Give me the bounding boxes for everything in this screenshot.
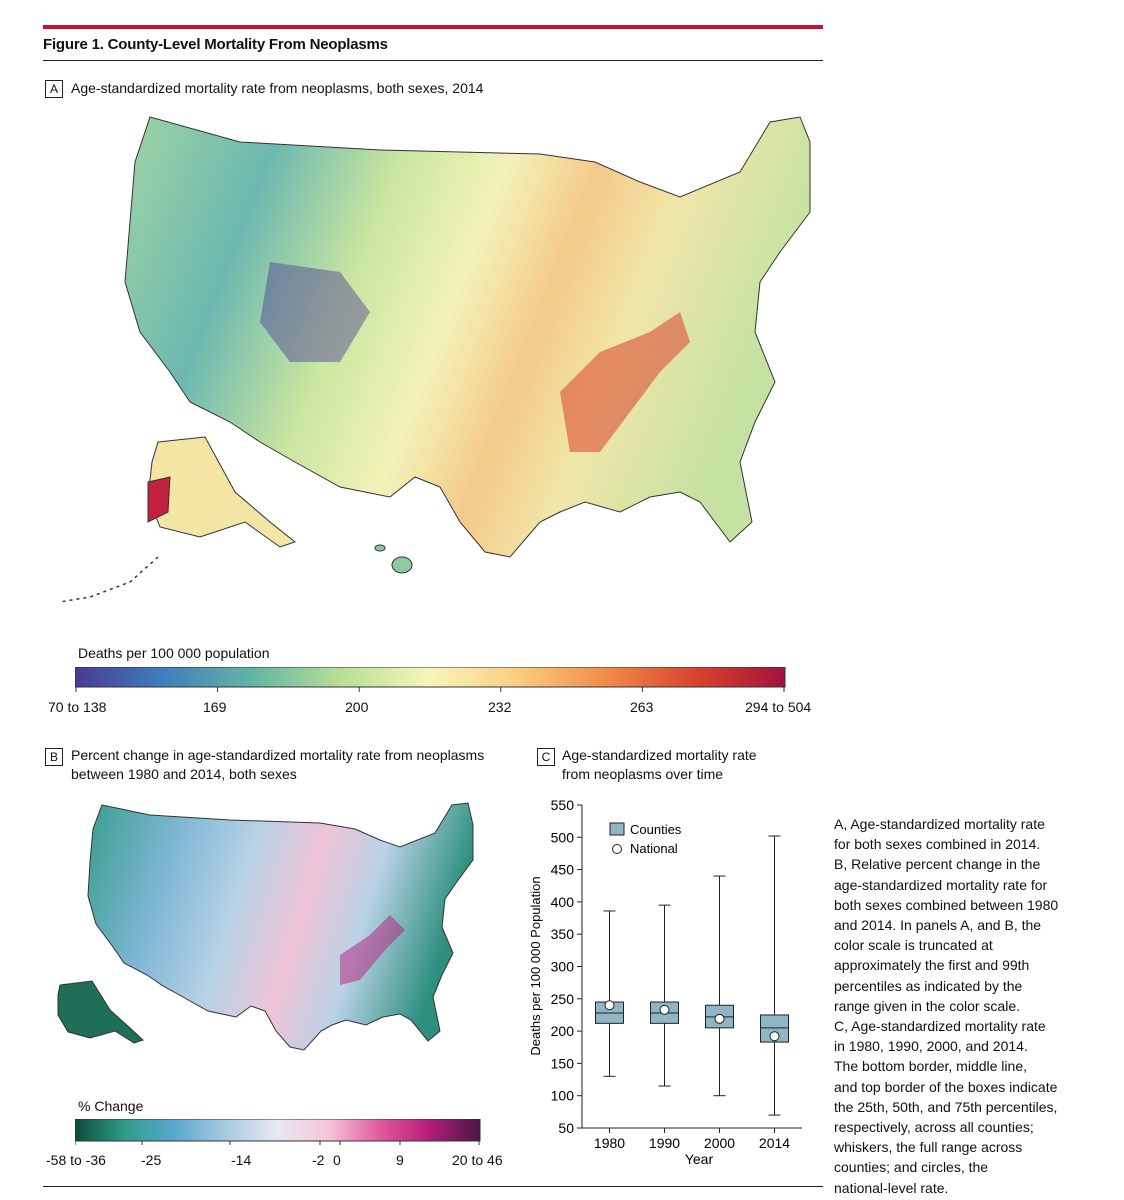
national-point [769,1031,780,1042]
caption-line: percentiles as indicated by the [834,977,1023,994]
x-tick-label: 2014 [759,1135,790,1151]
caption-line: C, Age-standardized mortality rate [834,1018,1046,1035]
caption-line: The bottom border, middle line, [834,1058,1027,1075]
caption-line: A, Age-standardized mortality rate [834,816,1045,832]
caption-line: B, Relative percent change in the [834,856,1041,873]
alaska-chain [59,556,159,603]
caption-line: the 25th, 50th, and 75th percentiles, [834,1098,1058,1115]
panel-b-letter: B [45,748,63,766]
panel-b-tick: 20 to 46 [452,1152,503,1168]
panel-a-title: Age-standardized mortality rate from neo… [71,80,484,96]
panel-c-title-line2: from neoplasms over time [562,766,724,782]
panel-b-tick: 9 [396,1152,404,1168]
caption-line: respectively, across all counties; [834,1119,1034,1136]
y-tick-label: 150 [551,1055,575,1071]
panel-a-tick: 200 [345,699,369,715]
panel-c-title-line1: Age-standardized mortality rate [562,747,757,763]
bottom-rule [43,1186,823,1187]
hawaii-shape [391,556,413,574]
panel-b-tick: -58 to -36 [46,1152,106,1168]
panel-b-colorbar-label: % Change [78,1098,144,1114]
panel-b-tick: -25 [141,1152,162,1168]
y-tick-label: 350 [551,926,575,942]
y-tick-label: 450 [551,862,575,878]
y-tick-label: 50 [558,1120,574,1136]
panel-c-letter: C [537,748,555,766]
x-tick-label: 1980 [594,1135,625,1151]
legend-national-swatch [612,844,622,854]
caption-line: and 2014. In panels A, and B, the [834,917,1042,934]
title-rule [43,60,823,61]
panel-b-title-line1: Percent change in age-standardized morta… [71,747,485,763]
y-tick-label: 300 [551,959,575,975]
alaska-shape [57,980,144,1044]
legend-national-label: National [630,841,678,856]
caption-line: both sexes combined between 1980 [834,896,1059,913]
caption-line: and top border of the boxes indicate [834,1078,1058,1095]
panel-a-colorbar-fill [75,667,786,688]
panel-a-map [59,116,811,603]
x-tick-label: 2000 [704,1135,735,1151]
figure-title: Figure 1. County-Level Mortality From Ne… [43,36,388,53]
caption-line: whiskers, the full range across [834,1139,1023,1156]
y-tick-label: 200 [551,1023,575,1039]
x-axis-title: Year [685,1151,714,1167]
hawaii-island-2 [374,544,386,552]
panel-a-tick: 70 to 138 [48,699,107,715]
alaska-west-shape [147,476,171,523]
legend-counties-label: Counties [630,822,682,837]
panel-b-tick: -14 [231,1152,252,1168]
alaska-shape [147,436,297,548]
panel-b-colorbar-fill [75,1119,481,1142]
conus-shape [124,116,811,558]
panel-a-tick: 294 to 504 [745,699,812,715]
caption-line: age-standardized mortality rate for [834,876,1048,893]
low-rate-region [260,262,370,362]
panel-b-title-line2: between 1980 and 2014, both sexes [71,766,297,782]
panel-a-tick: 263 [630,699,654,715]
caption-line: in 1980, 1990, 2000, and 2014. [834,1038,1028,1055]
caption-line: approximately the first and 99th [834,957,1030,974]
panel-a-letter: A [45,80,63,98]
panel-b-colorbar [75,1119,481,1145]
y-tick-label: 550 [551,797,575,813]
panel-a-tick: 169 [203,699,227,715]
panel-c-chart: 50 100 150 200 250 300 350 400 450 500 550 1980 199… [528,797,802,1167]
y-tick-label: 400 [551,894,575,910]
caption-line: color scale is truncated at [834,937,993,954]
top-accent-bar [43,25,823,29]
panel-a-colorbar-label: Deaths per 100 000 population [78,645,270,661]
legend-counties-swatch [609,822,625,836]
y-tick-label: 100 [551,1088,575,1104]
increase-region [340,915,405,985]
caption-line: range given in the color scale. [834,997,1020,1014]
panel-b-map [57,802,474,1051]
caption-line: counties; and circles, the [834,1159,989,1176]
national-point [714,1013,725,1024]
panel-b-tick: -2 [312,1152,325,1168]
y-axis-title: Deaths per 100 000 Population [528,876,543,1055]
caption-line: for both sexes combined in 2014. [834,836,1041,853]
panel-a-tick: 232 [488,699,512,715]
national-point [604,1000,615,1011]
high-rate-region [560,312,690,452]
panel-b-tick: 0 [333,1152,341,1168]
caption-line: national-level rate. [834,1179,949,1196]
national-point [659,1004,670,1015]
y-tick-label: 250 [551,991,575,1007]
y-tick-label: 500 [551,829,575,845]
x-tick-label: 1990 [649,1135,680,1151]
conus-shape [87,802,474,1051]
panel-a-colorbar [75,667,786,692]
figure-caption: A, Age-standardized mortality rate for bo… [834,814,1099,1198]
